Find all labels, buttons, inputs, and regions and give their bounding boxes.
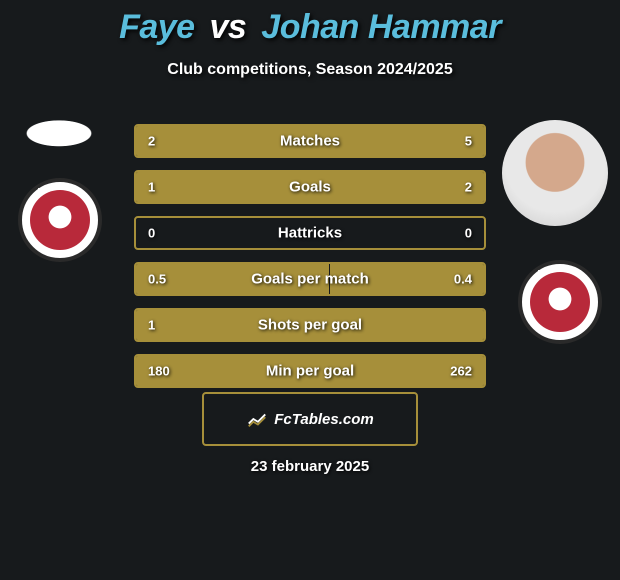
vs-text: vs xyxy=(210,8,247,46)
stat-label: Shots per goal xyxy=(136,317,484,334)
stat-row: 180Min per goal262 xyxy=(134,354,486,388)
stat-row: 1Goals2 xyxy=(134,170,486,204)
avatar-photo-icon xyxy=(502,120,608,226)
stat-label: Goals per match xyxy=(136,271,484,288)
stat-label: Min per goal xyxy=(136,363,484,380)
hawk-icon xyxy=(30,190,90,250)
stat-row: 1Shots per goal xyxy=(134,308,486,342)
stat-value-left: 0 xyxy=(148,226,155,241)
stat-value-left: 1 xyxy=(148,318,155,333)
player2-team-badge: REDHAWKS xyxy=(518,260,602,344)
stat-row: 2Matches5 xyxy=(134,124,486,158)
stat-value-right: 5 xyxy=(465,134,472,149)
chart-icon xyxy=(246,408,268,430)
player2-name: Johan Hammar xyxy=(261,8,501,46)
stat-label: Hattricks xyxy=(136,225,484,242)
brand-text: FcTables.com xyxy=(274,411,373,428)
stat-value-left: 1 xyxy=(148,180,155,195)
stats-container: 2Matches51Goals20Hattricks00.5Goals per … xyxy=(134,124,486,400)
hawk-icon xyxy=(530,272,590,332)
stat-value-right: 2 xyxy=(465,180,472,195)
stat-value-left: 0.5 xyxy=(148,272,166,287)
stat-label: Goals xyxy=(136,179,484,196)
stat-row: 0.5Goals per match0.4 xyxy=(134,262,486,296)
stat-value-left: 180 xyxy=(148,364,170,379)
stat-label: Matches xyxy=(136,133,484,150)
stat-row: 0Hattricks0 xyxy=(134,216,486,250)
stat-value-right: 0 xyxy=(465,226,472,241)
comparison-title: Faye vs Johan Hammar xyxy=(0,0,620,47)
stat-value-left: 2 xyxy=(148,134,155,149)
stat-value-right: 0.4 xyxy=(454,272,472,287)
stat-value-right: 262 xyxy=(450,364,472,379)
player1-name: Faye xyxy=(119,8,195,46)
player1-team-badge: REDHAWKS xyxy=(18,178,102,262)
brand-badge: FcTables.com xyxy=(202,392,418,446)
player2-avatar xyxy=(502,120,608,226)
footer-date: 23 february 2025 xyxy=(0,458,620,475)
subtitle: Club competitions, Season 2024/2025 xyxy=(0,61,620,79)
